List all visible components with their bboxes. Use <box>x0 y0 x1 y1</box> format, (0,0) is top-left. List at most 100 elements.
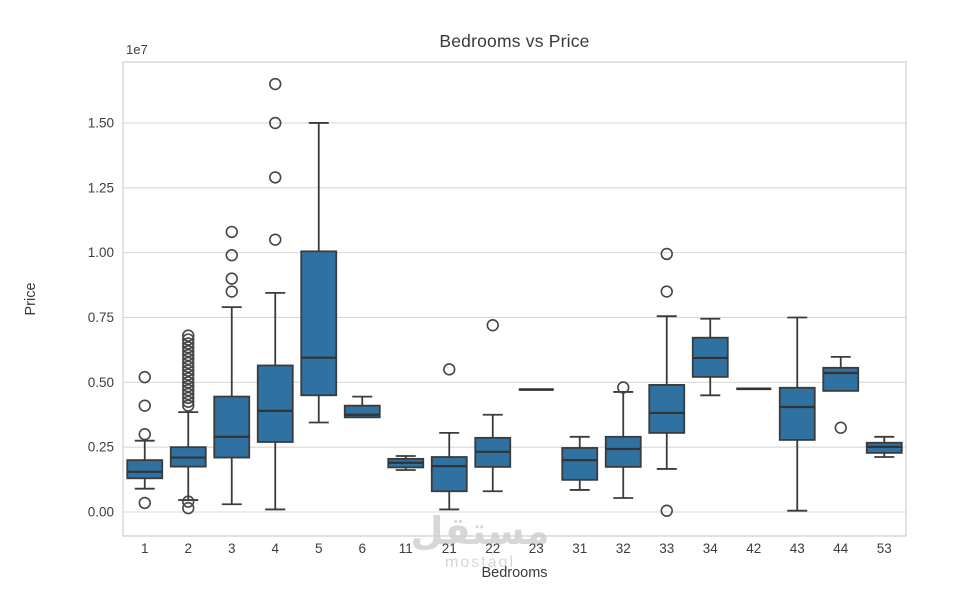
iqr-box <box>778 386 816 441</box>
box-2: 2 <box>169 329 207 556</box>
outlier-point <box>182 383 195 397</box>
x-tick-label: 2 <box>184 541 192 556</box>
outlier-point <box>182 356 195 370</box>
x-tick-label: 43 <box>790 541 805 556</box>
outlier-point <box>269 171 282 184</box>
x-tick-label: 3 <box>228 541 236 556</box>
outlier-point <box>182 333 195 346</box>
x-tick-label: 21 <box>442 541 457 556</box>
outlier-point <box>225 285 238 298</box>
y-tick-label: 1.50 <box>88 115 114 130</box>
outlier-point <box>182 364 195 377</box>
x-tick-label: 11 <box>399 541 413 556</box>
outlier-point <box>182 399 195 412</box>
box-42: 42 <box>736 387 772 556</box>
outlier-point <box>834 421 847 434</box>
box-53: 53 <box>865 435 903 556</box>
y-tick-label: 0.50 <box>88 375 114 390</box>
iqr-box <box>126 459 164 480</box>
box-43: 43 <box>778 316 816 556</box>
outlier-point <box>660 285 673 298</box>
x-axis-label: Bedrooms <box>481 565 548 581</box>
y-tick-label: 0.25 <box>88 440 114 455</box>
outlier-point <box>182 341 195 354</box>
box-1: 1 <box>126 370 164 556</box>
x-tick-label: 31 <box>572 541 587 556</box>
iqr-box <box>300 250 338 397</box>
box-33: 33 <box>648 247 686 556</box>
x-tick-label: 5 <box>315 541 323 556</box>
outlier-point <box>182 329 195 342</box>
outlier-point <box>138 399 151 412</box>
outlier-point <box>182 391 195 405</box>
x-tick-label: 1 <box>141 541 149 556</box>
outlier-point <box>182 352 195 366</box>
y-tick-label: 0.00 <box>88 505 114 520</box>
box-31: 31 <box>561 435 599 556</box>
outlier-point <box>182 368 195 381</box>
outlier-point <box>225 249 238 262</box>
x-tick-label: 6 <box>358 541 366 556</box>
outlier-point <box>182 395 195 408</box>
y-tick-label: 1.00 <box>88 245 114 260</box>
y-tick-label: 0.75 <box>88 310 114 325</box>
x-tick-label: 32 <box>616 541 631 556</box>
plot-border <box>122 61 907 537</box>
box-22: 22 <box>474 319 512 556</box>
box-6: 6 <box>343 395 381 556</box>
y-axis-offset-label: 1e7 <box>126 42 148 57</box>
outlier-point <box>182 337 195 350</box>
outlier-point <box>443 363 456 376</box>
outlier-point <box>269 77 282 91</box>
y-tick-label: 1.25 <box>88 180 114 195</box>
box-3: 3 <box>213 225 251 556</box>
x-tick-label: 44 <box>833 541 849 556</box>
x-tick-label: 53 <box>877 541 892 556</box>
iqr-box <box>213 395 251 459</box>
outlier-point <box>138 427 151 441</box>
x-tick-label: 4 <box>271 541 279 556</box>
outlier-point <box>182 372 195 385</box>
iqr-box <box>648 384 686 434</box>
x-tick-label: 33 <box>659 541 674 556</box>
iqr-box <box>430 456 468 493</box>
box-23: 23 <box>518 388 554 556</box>
box-4: 4 <box>256 77 294 556</box>
iqr-box <box>822 366 860 392</box>
iqr-box <box>256 364 294 443</box>
outlier-point <box>182 348 195 362</box>
outlier-point <box>617 381 630 394</box>
x-tick-label: 42 <box>746 541 761 556</box>
box-44: 44 <box>822 356 860 556</box>
outlier-point <box>182 387 195 401</box>
x-tick-label: 34 <box>703 541 719 556</box>
box-34: 34 <box>691 317 729 556</box>
box-21: 21 <box>430 363 468 556</box>
outlier-point <box>182 360 195 373</box>
outlier-point <box>138 496 151 510</box>
outlier-point <box>660 504 673 517</box>
outlier-point <box>269 233 282 246</box>
x-tick-label: 22 <box>485 541 500 556</box>
outlier-point <box>182 376 195 389</box>
box-11: 11 <box>387 455 425 556</box>
chart-title: Bedrooms vs Price <box>439 31 590 51</box>
x-tick-label: 23 <box>529 541 544 556</box>
outlier-point <box>486 319 499 332</box>
y-axis-label: Price <box>23 282 39 316</box>
outlier-point <box>182 495 195 508</box>
outlier-point <box>660 247 673 261</box>
outlier-point <box>269 116 282 130</box>
gridlines-and-yticks: 0.00 0.25 0.50 0.75 1.00 1.25 1.50 <box>88 115 906 520</box>
outlier-point <box>225 272 238 285</box>
iqr-box <box>604 435 642 468</box>
box-32: 32 <box>604 381 642 556</box>
iqr-box <box>343 404 381 419</box>
box-5: 5 <box>300 122 338 556</box>
outlier-point <box>182 380 195 393</box>
outlier-point <box>138 370 151 384</box>
outlier-point <box>225 225 238 239</box>
outlier-point <box>182 501 195 515</box>
